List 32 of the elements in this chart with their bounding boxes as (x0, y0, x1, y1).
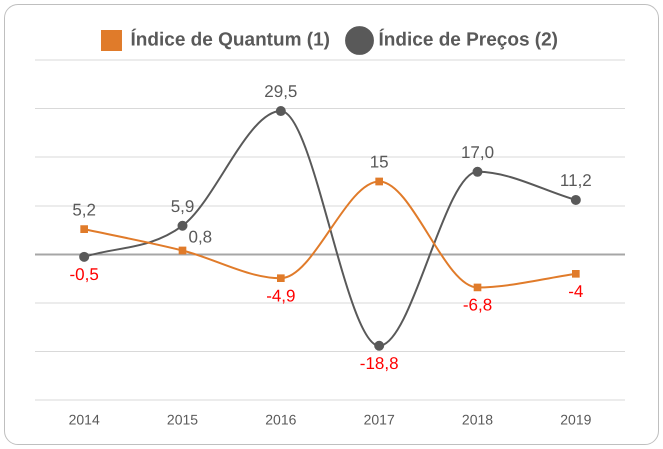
data-label: 29,5 (264, 82, 298, 102)
point (474, 284, 482, 292)
x-tick-label: 2017 (364, 411, 395, 428)
point (277, 274, 285, 282)
data-label: 0,8 (188, 228, 212, 247)
point (374, 340, 384, 351)
data-label: 5,2 (72, 200, 96, 220)
point (276, 106, 286, 116)
data-label: -0,5 (70, 265, 99, 284)
data-label: 11,2 (560, 171, 592, 190)
point (375, 178, 383, 186)
data-label: 17,0 (460, 142, 494, 162)
x-tick-label: 2019 (560, 411, 592, 428)
point (178, 246, 186, 254)
legend-label: Índice de Quantum (1) (130, 28, 330, 51)
x-tick-label: 2014 (68, 411, 100, 428)
data-label: -18,8 (360, 354, 399, 373)
data-label: 5,9 (170, 196, 194, 216)
point (178, 220, 188, 231)
x-tick-label: 2018 (462, 411, 494, 428)
point (79, 252, 90, 262)
data-label: -4 (568, 282, 584, 302)
legend-label: Índice de Preços (2) (378, 28, 558, 51)
data-label: -4,9 (266, 286, 296, 306)
x-tick-label: 2016 (265, 411, 297, 428)
point (572, 270, 580, 278)
data-label: -6,8 (462, 296, 492, 315)
data-label: 15 (370, 152, 389, 172)
x-tick-label: 2015 (166, 411, 198, 428)
point (472, 166, 482, 177)
point (570, 194, 581, 205)
point (80, 225, 88, 233)
